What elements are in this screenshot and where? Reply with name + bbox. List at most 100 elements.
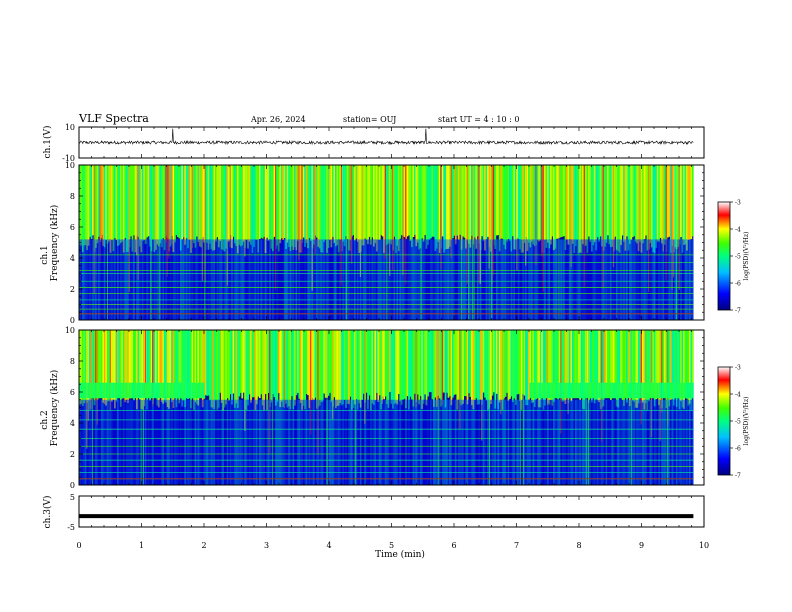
sferic-column xyxy=(485,330,488,401)
background-noise xyxy=(592,239,595,320)
hiss-band xyxy=(579,382,582,399)
sferic-streak xyxy=(310,330,312,435)
sferic-column xyxy=(330,165,333,248)
sferic-column xyxy=(664,330,666,393)
background-noise xyxy=(425,399,428,486)
background-noise xyxy=(476,239,479,320)
background-noise xyxy=(462,239,465,320)
hiss-band xyxy=(84,382,87,399)
background-noise xyxy=(266,399,268,486)
background-noise xyxy=(178,399,181,486)
sferic-column xyxy=(681,330,684,408)
background-noise xyxy=(475,399,478,486)
hiss-band xyxy=(615,382,618,399)
background-noise xyxy=(138,239,141,320)
hiss-band xyxy=(144,382,147,399)
background-noise xyxy=(251,399,254,486)
background-noise xyxy=(589,399,592,486)
background-noise xyxy=(550,399,552,486)
background-noise xyxy=(677,399,680,486)
background-noise xyxy=(329,239,331,320)
background-noise xyxy=(454,239,457,320)
sferic-column xyxy=(608,165,611,245)
sferic-column xyxy=(620,330,622,394)
background-noise xyxy=(386,399,388,486)
background-noise xyxy=(279,239,282,320)
sferic-column xyxy=(520,165,523,253)
background-noise xyxy=(342,399,345,486)
background-noise xyxy=(491,399,494,486)
background-noise xyxy=(605,239,608,320)
background-noise xyxy=(460,399,463,486)
sferic-streak xyxy=(201,165,204,281)
sferic-column xyxy=(247,330,249,406)
background-noise xyxy=(80,399,83,486)
background-noise xyxy=(469,399,472,486)
background-noise xyxy=(301,399,304,486)
sferic-column xyxy=(343,330,346,400)
hiss-band xyxy=(535,382,538,399)
background-noise xyxy=(566,239,568,320)
background-noise xyxy=(643,239,646,320)
background-noise xyxy=(656,239,659,320)
hiss-band xyxy=(599,382,602,399)
sferic-column xyxy=(177,165,179,237)
sferic-column xyxy=(397,165,400,252)
hiss-band xyxy=(541,382,543,399)
background-noise xyxy=(165,239,168,320)
hiss-band xyxy=(648,382,650,399)
background-noise xyxy=(658,239,661,320)
background-noise xyxy=(516,399,519,486)
background-noise xyxy=(618,399,621,486)
sferic-column xyxy=(484,165,486,251)
background-noise xyxy=(586,399,589,486)
background-noise xyxy=(427,239,429,320)
background-noise xyxy=(361,399,364,486)
sferic-column xyxy=(276,165,279,246)
sferic-column xyxy=(406,165,409,237)
frequency-tick-label: 8 xyxy=(70,192,75,201)
station-label: station= OUJ xyxy=(343,115,397,124)
sferic-column xyxy=(617,330,620,408)
background-noise xyxy=(478,399,481,486)
background-noise xyxy=(349,239,352,320)
background-noise xyxy=(81,239,84,320)
background-noise xyxy=(273,239,276,320)
background-noise xyxy=(127,399,130,486)
background-noise xyxy=(389,399,391,486)
sferic-column xyxy=(460,330,463,406)
sferic-column xyxy=(531,165,533,242)
hiss-band xyxy=(545,382,548,399)
sferic-column xyxy=(440,330,443,407)
background-noise xyxy=(219,399,222,486)
background-noise xyxy=(607,239,609,320)
sferic-column xyxy=(242,330,245,393)
hiss-band xyxy=(623,382,625,399)
sferic-column xyxy=(277,330,280,394)
hiss-band xyxy=(634,382,637,399)
hiss-band xyxy=(686,382,688,399)
hiss-band xyxy=(567,382,570,399)
sferic-column xyxy=(272,165,274,252)
hiss-band xyxy=(582,382,584,399)
background-noise xyxy=(389,239,391,320)
ch1-colorbar-ticks: -3-4-5-6-7 xyxy=(730,200,741,315)
background-noise xyxy=(545,399,548,486)
ch3-panel: 5 -5 ch.3(V) xyxy=(42,493,705,532)
sferic-column xyxy=(558,165,561,238)
sferic-column xyxy=(422,165,425,242)
sferic-column xyxy=(605,165,608,243)
sferic-column xyxy=(334,330,337,409)
sferic-column xyxy=(637,330,640,404)
sferic-streak xyxy=(87,330,89,421)
sferic-column xyxy=(627,165,630,251)
sferic-column xyxy=(383,165,386,253)
sferic-column xyxy=(552,165,555,251)
background-noise xyxy=(103,239,106,320)
sferic-column xyxy=(93,330,96,406)
background-noise xyxy=(567,239,570,320)
sferic-column xyxy=(538,330,541,408)
background-noise xyxy=(615,399,618,486)
background-noise xyxy=(264,239,267,320)
background-noise xyxy=(687,399,690,486)
